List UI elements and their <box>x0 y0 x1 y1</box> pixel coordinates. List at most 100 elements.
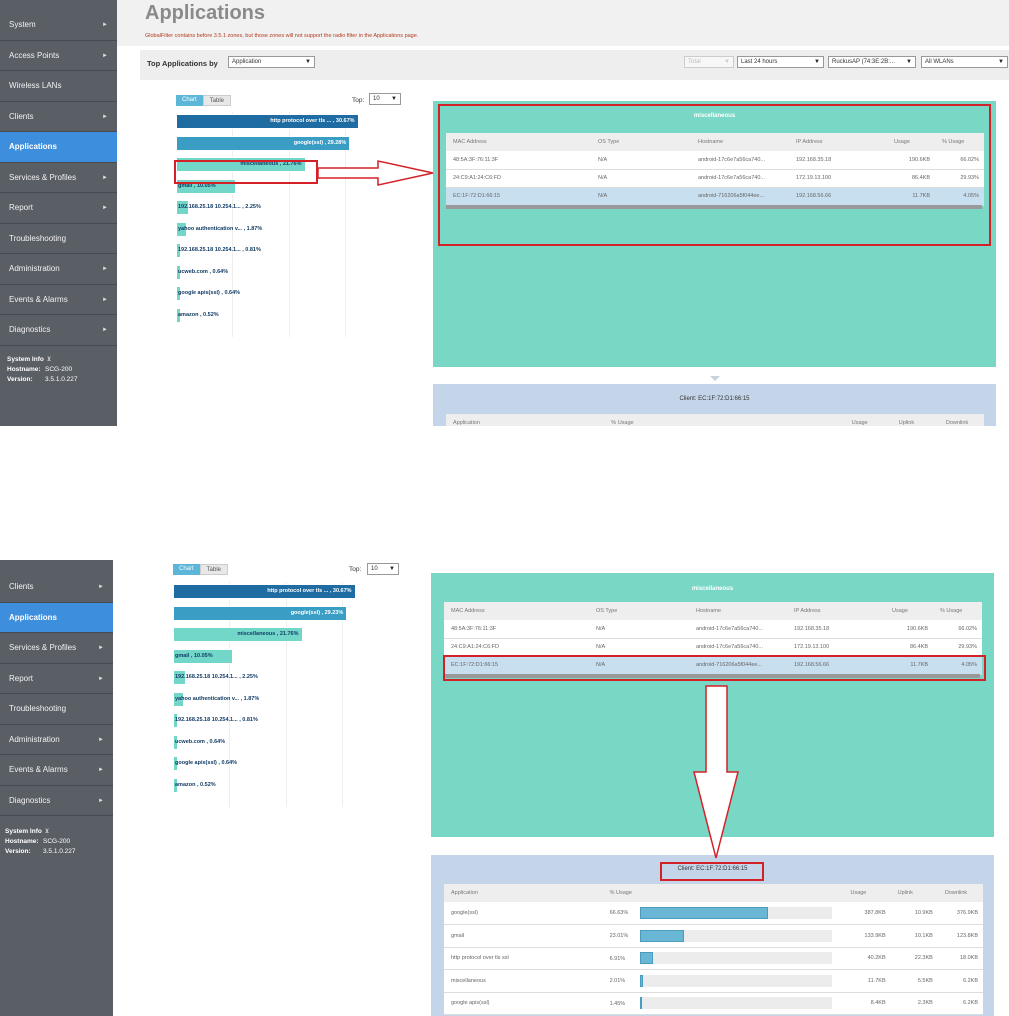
chart-bar-label: amazon , 0.52% <box>178 311 219 318</box>
table-cell: 190.6KB <box>885 620 933 639</box>
sidebar-item-applications[interactable]: Applications <box>0 132 117 163</box>
top-count-select[interactable]: 10 ▼ <box>369 93 401 105</box>
column-header-downlink[interactable]: Downlink <box>938 414 984 426</box>
chart-bar[interactable] <box>176 200 190 215</box>
sidebar-item-administration[interactable]: Administration ► <box>0 254 117 285</box>
sidebar-item-clients[interactable]: Clients ► <box>0 572 113 603</box>
column-header-usage[interactable]: % Usage <box>933 602 982 620</box>
metric-value: Total <box>688 59 701 65</box>
table-row[interactable]: EC:1F:72:D1:66:15 N/A android-716206a5f044… <box>444 656 982 675</box>
chart-bar[interactable] <box>176 264 181 280</box>
table-row[interactable]: 24:C9:A1:24:C6:FD N/A android-17c6e7a56ca7… <box>444 638 982 657</box>
column-header-downlink[interactable]: Downlink <box>937 884 983 902</box>
column-header-ip-address[interactable]: IP Address <box>789 133 887 151</box>
wlan-select[interactable]: All WLANs ▼ <box>921 56 1008 68</box>
column-header-usage[interactable]: % Usage <box>935 133 984 151</box>
sidebar-item-report[interactable]: Report ► <box>0 193 117 224</box>
chart-bar-label: ucweb.com , 0.64% <box>178 268 229 275</box>
column-header-uplink[interactable]: Uplink <box>891 414 939 426</box>
time-range-select[interactable]: Last 24 hours ▼ <box>737 56 824 68</box>
chart-bar[interactable] <box>173 627 303 642</box>
usage-percent-text: 23.01% <box>609 933 629 940</box>
chevron-right-icon: ► <box>98 767 104 773</box>
table-row[interactable]: miscellaneous 2.01% 11.7KB 5.5KB 6.2KB <box>444 969 983 993</box>
sidebar-menu: System ► Access Points ► Wireless LANs Client… <box>0 10 117 346</box>
chart-bar[interactable] <box>173 584 356 599</box>
chart-bar[interactable] <box>173 777 178 793</box>
sidebar-item-events-alarms[interactable]: Events & Alarms ► <box>0 285 117 315</box>
column-header-mac-address[interactable]: MAC Address <box>446 133 591 151</box>
table-cell: 29.93% <box>933 638 982 657</box>
sidebar-item-administration[interactable]: Administration ► <box>0 725 113 755</box>
sidebar-item-clients[interactable]: Clients ► <box>0 102 117 132</box>
sidebar-item-troubleshooting[interactable]: Troubleshooting <box>0 224 117 254</box>
chart-bar[interactable] <box>173 713 178 728</box>
chart-bar[interactable] <box>176 221 188 237</box>
sidebar-item-label: Events & Alarms <box>9 294 68 304</box>
column-header-usage[interactable]: Usage <box>887 133 935 151</box>
chart-bar[interactable] <box>176 286 181 301</box>
table-row[interactable]: 24:C9:A1:24:C6:FD N/A android-17c6e7a56ca7… <box>446 169 984 188</box>
chevron-right-icon: ► <box>102 22 108 28</box>
column-header-usage[interactable]: % Usage <box>602 884 844 902</box>
sidebar-item-services-profiles[interactable]: Services & Profiles ► <box>0 633 113 664</box>
chart-bar[interactable] <box>173 691 185 707</box>
chart-bar[interactable] <box>176 307 181 323</box>
sidebar-item-wireless-lans[interactable]: Wireless LANs <box>0 71 117 102</box>
column-header-os-type[interactable]: OS Type <box>589 602 689 620</box>
chart-bar[interactable] <box>176 135 351 151</box>
horizontal-scrollbar[interactable] <box>446 205 982 209</box>
tab-table[interactable]: Table <box>199 564 229 575</box>
sidebar-item-troubleshooting[interactable]: Troubleshooting <box>0 694 113 725</box>
chart-bar[interactable] <box>173 670 187 685</box>
column-header-application[interactable]: Application <box>446 414 605 426</box>
sidebar-item-events-alarms[interactable]: Events & Alarms ► <box>0 755 113 786</box>
chart-bar[interactable] <box>173 605 348 621</box>
column-header-hostname[interactable]: Hostname <box>691 133 789 151</box>
table-header-row: Application% Usage Usage Uplink Downlink <box>444 884 983 902</box>
column-header-ip-address[interactable]: IP Address <box>787 602 885 620</box>
horizontal-scrollbar[interactable] <box>444 674 980 678</box>
tab-chart[interactable]: Chart <box>173 564 200 575</box>
group-by-select[interactable]: Application ▼ <box>228 56 315 68</box>
funnel-icon[interactable]: ⊻ <box>44 829 50 835</box>
column-header-application[interactable]: Application <box>444 884 603 902</box>
table-row[interactable]: google apis(ssl) 1.45% 8.4KB 2.3KB 6.2KB <box>444 992 983 1015</box>
chart-bar[interactable] <box>173 756 178 771</box>
chart-bar-label: http protocol over tls ... , 30.67% <box>267 588 352 594</box>
tab-table[interactable]: Table <box>202 95 232 106</box>
chart-bar[interactable] <box>173 734 178 750</box>
column-header-mac-address[interactable]: MAC Address <box>444 602 589 620</box>
sidebar-item-applications[interactable]: Applications <box>0 602 113 633</box>
table-row[interactable]: google(ssl) 66.63% 387.8KB 10.9KB 376.9KB <box>444 902 983 925</box>
top-count-select[interactable]: 10 ▼ <box>367 563 399 575</box>
downlink-cell: 123.8KB <box>937 924 983 948</box>
table-row[interactable]: EC:1F:72:D1:66:15 N/A android-716206a5f044… <box>446 187 984 206</box>
sidebar-item-diagnostics[interactable]: Diagnostics ► <box>0 786 113 816</box>
column-header-hostname[interactable]: Hostname <box>689 602 787 620</box>
client-apps-panel: Client: EC:1F:72:D1:66:15 Application% U… <box>431 855 994 1016</box>
sidebar-item-system[interactable]: System ► <box>0 10 117 41</box>
table-row[interactable]: 48:5A:3F:76:11:3F N/A android-17c6e7a56ca7… <box>444 620 982 639</box>
column-header-uplink[interactable]: Uplink <box>890 884 938 902</box>
column-header-usage[interactable]: % Usage <box>604 414 845 426</box>
ap-select[interactable]: RuckusAP (74:3E:2B:... ▼ <box>828 56 916 68</box>
column-header-usage[interactable]: Usage <box>843 884 891 902</box>
chart-bar[interactable] <box>176 243 181 258</box>
chart-bar[interactable] <box>173 648 233 664</box>
table-row[interactable]: 48:5A:3F:76:11:3F N/A android-17c6e7a56ca7… <box>446 151 984 170</box>
sidebar-item-report[interactable]: Report ► <box>0 664 113 694</box>
sidebar-item-diagnostics[interactable]: Diagnostics ► <box>0 315 117 346</box>
sidebar-item-access-points[interactable]: Access Points ► <box>0 41 117 71</box>
table-row[interactable]: gmail 23.01% 133.9KB 10.1KB 123.8KB <box>444 924 983 948</box>
table-row[interactable]: http protocol over tls ssl 6.91% 40.2KB 22.… <box>444 947 983 970</box>
column-header-os-type[interactable]: OS Type <box>591 133 691 151</box>
metric-select[interactable]: Total ▼ <box>684 56 734 68</box>
column-header-usage[interactable]: Usage <box>885 602 933 620</box>
sidebar-item-services-profiles[interactable]: Services & Profiles ► <box>0 163 117 193</box>
column-header-usage[interactable]: Usage <box>844 414 892 426</box>
tab-chart[interactable]: Chart <box>176 95 203 106</box>
chart-bar[interactable] <box>176 114 359 129</box>
sidebar-item-label: Troubleshooting <box>9 233 67 243</box>
funnel-icon[interactable]: ⊻ <box>46 357 52 363</box>
